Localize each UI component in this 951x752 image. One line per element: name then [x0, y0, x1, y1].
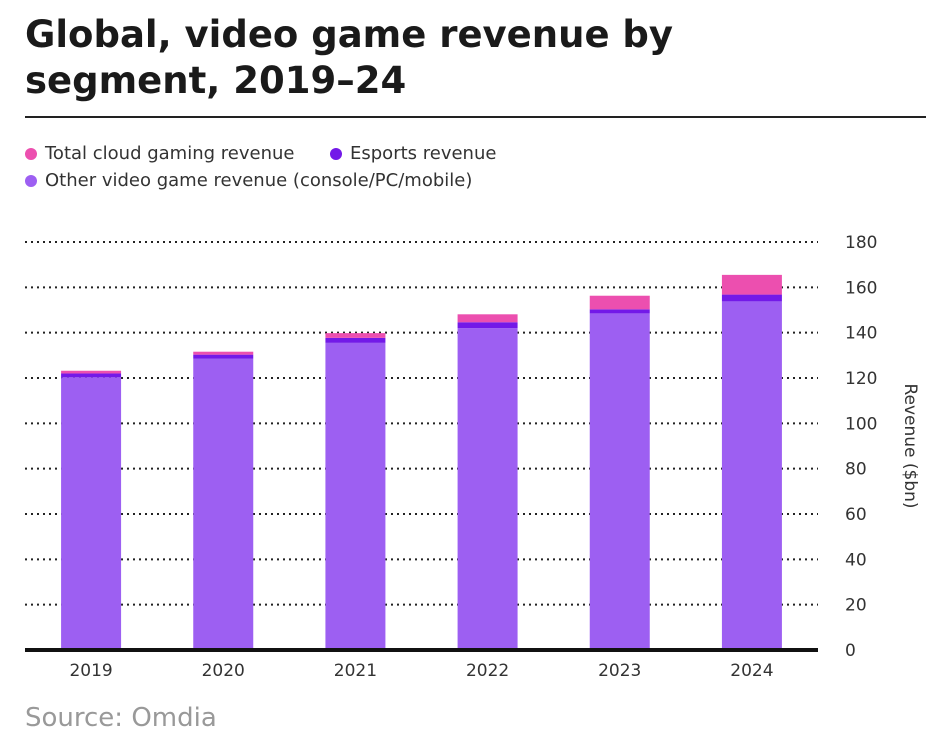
bar-esports-2020 — [193, 354, 254, 359]
legend-item-other: Other video game revenue (console/PC/mob… — [25, 170, 472, 191]
y-tick-label: 100 — [845, 414, 877, 434]
title-divider — [25, 116, 926, 118]
x-tick-label: 2023 — [598, 661, 641, 681]
y-tick-label: 80 — [845, 460, 867, 480]
x-tick-label: 2024 — [730, 661, 773, 681]
legend-swatch-esports — [330, 147, 342, 160]
bar-other-2020 — [193, 358, 254, 650]
y-tick-label: 60 — [845, 505, 867, 525]
y-tick-label: 180 — [845, 233, 877, 253]
bar-other-2024 — [721, 301, 782, 650]
bar-cloud-2022 — [457, 314, 518, 323]
x-tick-label: 2019 — [69, 661, 112, 681]
legend-swatch-cloud — [25, 147, 37, 160]
y-axis-label: Revenue ($bn) — [900, 383, 920, 508]
y-tick-label: 140 — [845, 324, 877, 344]
source-note: Source: Omdia — [25, 703, 217, 733]
legend-label-other: Other video game revenue (console/PC/mob… — [45, 170, 473, 191]
x-tick-label: 2022 — [466, 661, 509, 681]
legend-item-esports: Esports revenue — [330, 143, 496, 164]
legend-swatch-other — [25, 174, 37, 187]
bar-cloud-2024 — [721, 274, 782, 295]
y-tick-label: 120 — [845, 369, 877, 389]
x-tick-label: 2021 — [334, 661, 377, 681]
bar-cloud-2021 — [325, 333, 386, 338]
bar-cloud-2023 — [589, 295, 650, 310]
bar-other-2023 — [589, 313, 650, 650]
legend-label-cloud: Total cloud gaming revenue — [45, 143, 295, 164]
legend-label-esports: Esports revenue — [350, 143, 497, 164]
bar-esports-2021 — [325, 337, 386, 343]
bar-cloud-2020 — [193, 351, 254, 355]
y-tick-label: 0 — [845, 641, 856, 661]
legend-item-cloud: Total cloud gaming revenue — [25, 143, 294, 164]
bar-esports-2024 — [721, 294, 782, 302]
bar-other-2022 — [457, 328, 518, 650]
y-tick-label: 20 — [845, 596, 867, 616]
x-tick-label: 2020 — [202, 661, 245, 681]
bar-esports-2022 — [457, 322, 518, 329]
bar-cloud-2019 — [61, 370, 122, 374]
bar-esports-2019 — [61, 373, 122, 378]
bar-other-2019 — [61, 377, 122, 650]
y-tick-label: 40 — [845, 550, 867, 570]
bar-other-2021 — [325, 342, 386, 650]
bar-esports-2023 — [589, 309, 650, 314]
chart-title: Global, video game revenue by segment, 2… — [25, 13, 674, 102]
y-tick-label: 160 — [845, 278, 877, 298]
